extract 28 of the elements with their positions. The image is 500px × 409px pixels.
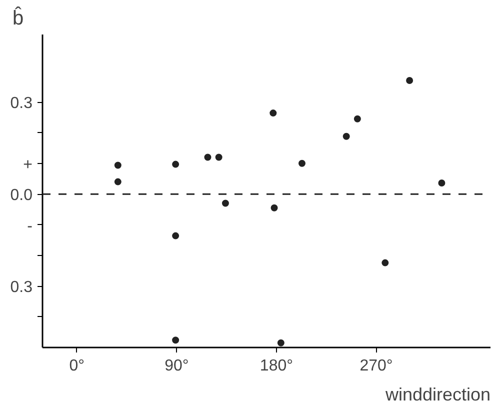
x-tick-label: 270° — [360, 358, 393, 374]
point — [406, 77, 414, 84]
point — [215, 154, 222, 161]
point — [382, 259, 389, 266]
point — [222, 200, 229, 207]
x-tick-label: 180° — [260, 358, 294, 374]
x-tick-label: 90° — [164, 358, 189, 374]
point — [172, 336, 180, 344]
point — [270, 110, 277, 117]
x-axis-title: winddirection — [384, 384, 491, 404]
point — [270, 204, 278, 212]
y-tick-label: 0.3 — [10, 95, 33, 112]
point — [438, 180, 446, 187]
point — [114, 162, 122, 169]
point — [114, 178, 122, 186]
point — [172, 232, 180, 240]
point — [342, 132, 350, 140]
point — [204, 154, 212, 161]
point — [277, 339, 284, 346]
point — [172, 160, 180, 168]
point — [298, 160, 306, 167]
y-axis-title: b̂ — [12, 6, 24, 30]
point — [354, 115, 361, 122]
x-tick-label: 0° — [69, 358, 85, 374]
y-tick-label: + — [23, 156, 32, 174]
y-tick-label: - — [27, 218, 32, 235]
y-tick-label: 0.0 — [10, 187, 33, 204]
y-tick-label: 0.3 — [10, 279, 33, 296]
